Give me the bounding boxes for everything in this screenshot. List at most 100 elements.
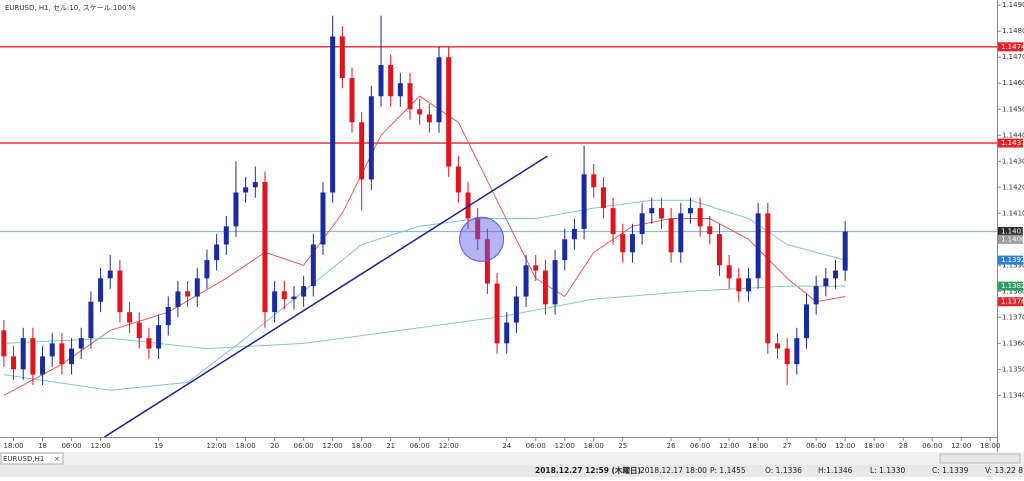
- candle-body: [484, 239, 490, 284]
- candle-body: [194, 278, 200, 297]
- x-tick-label: 26: [667, 442, 676, 450]
- candle-body: [349, 78, 355, 123]
- price-label-box: [998, 255, 1023, 265]
- candle-body: [146, 338, 152, 349]
- y-tick-label: 1.1390: [1002, 261, 1024, 269]
- tab-close[interactable]: ×: [54, 455, 60, 463]
- x-tick-label: 18:00: [236, 442, 256, 450]
- candle-body: [504, 322, 510, 344]
- candle-body: [475, 218, 481, 240]
- candle-body: [388, 65, 394, 97]
- chart-title: EURUSD, H1, セル:10, スケール:100 %: [5, 4, 136, 12]
- candle-body: [542, 270, 548, 305]
- x-tick-label: 18:00: [980, 442, 1000, 450]
- highlight-circle: [459, 216, 505, 262]
- y-tick-label: 1.1420: [1002, 183, 1024, 191]
- candle-body: [426, 114, 432, 123]
- candle-body: [136, 322, 142, 339]
- candle-body: [1, 330, 7, 357]
- candle-body: [368, 96, 374, 180]
- x-tick-label: 20: [270, 442, 279, 450]
- candle-body: [842, 231, 848, 271]
- candle-body: [639, 213, 645, 235]
- candle-body: [397, 83, 403, 97]
- x-tick-label: 06:00: [922, 442, 942, 450]
- candle-body: [233, 192, 239, 227]
- status-text: 2018.12.27 12:59 (木曜日): [535, 465, 641, 475]
- status-bar: [0, 465, 1024, 477]
- status-text: L: 1.1330: [870, 466, 906, 475]
- x-tick-label: 18:00: [352, 442, 372, 450]
- x-tick-label: 28: [899, 442, 908, 450]
- candle-body: [620, 234, 626, 253]
- candle-body: [98, 278, 104, 302]
- candle-body: [272, 291, 278, 313]
- scrollbar[interactable]: [939, 453, 1021, 464]
- x-tick-label: 06:00: [806, 442, 826, 450]
- y-tick-label: 1.1360: [1002, 339, 1024, 347]
- y-tick-label: 1.1340: [1002, 391, 1024, 399]
- candle-body: [127, 312, 133, 323]
- candle-body: [513, 296, 519, 323]
- candle-body: [436, 57, 442, 123]
- candle-body: [291, 296, 297, 300]
- price-label: 1.1403: [1001, 228, 1024, 236]
- candle-body: [11, 356, 17, 370]
- candle-body: [687, 208, 693, 214]
- x-tick-label: 12:00: [439, 442, 459, 450]
- candle-body: [716, 234, 722, 266]
- status-text: V: 13.22 8: [985, 466, 1023, 475]
- candle-body: [165, 306, 171, 326]
- candle-body: [262, 182, 268, 313]
- x-tick-label: 12:00: [719, 442, 739, 450]
- y-tick-label: 1.1380: [1002, 287, 1024, 295]
- candle-body: [600, 187, 606, 209]
- price-label-box: [998, 227, 1023, 237]
- y-tick-label: 1.1460: [1002, 79, 1024, 87]
- status-text: 2018.12.17 18:00: [640, 466, 707, 475]
- candle-body: [658, 208, 664, 219]
- y-tick-label: 1.1430: [1002, 157, 1024, 165]
- tab-label[interactable]: EURUSD,H1: [3, 455, 44, 463]
- candle-body: [156, 325, 162, 349]
- candle-body: [591, 174, 597, 188]
- candle-body: [629, 234, 635, 253]
- candle-body: [59, 343, 65, 365]
- candle-body: [78, 338, 84, 349]
- candle-body: [20, 338, 26, 370]
- candle-body: [494, 283, 500, 344]
- candle-body: [833, 270, 839, 279]
- price-label-box: [998, 297, 1023, 307]
- candle-body: [378, 65, 384, 97]
- candle-body: [330, 36, 336, 193]
- candle-body: [803, 304, 809, 339]
- y-tick-label: 1.1490: [1002, 1, 1024, 9]
- candle-body: [320, 192, 326, 245]
- candle-body: [117, 270, 123, 313]
- candle-body: [204, 260, 210, 279]
- candle-body: [359, 122, 365, 180]
- x-tick-label: 18:00: [864, 442, 884, 450]
- y-tick-label: 1.1370: [1002, 313, 1024, 321]
- candle-body: [552, 260, 558, 305]
- candle-body: [214, 244, 220, 261]
- candle-body: [243, 187, 249, 193]
- price-label-box: [998, 234, 1023, 244]
- candle-body: [765, 213, 771, 344]
- candle-body: [726, 265, 732, 279]
- x-tick-label: 18:00: [748, 442, 768, 450]
- candle-body: [107, 270, 113, 279]
- candle-body: [30, 338, 36, 375]
- x-tick-label: 06:00: [61, 442, 81, 450]
- x-tick-label: 25: [618, 442, 627, 450]
- y-tick-label: 1.1480: [1002, 27, 1024, 35]
- x-tick-label: 06:00: [526, 442, 546, 450]
- price-label: 1.1400: [1001, 235, 1024, 243]
- tab[interactable]: [0, 452, 64, 465]
- x-tick-label: 12:00: [207, 442, 227, 450]
- candle-body: [252, 182, 258, 188]
- candle-body: [794, 338, 800, 365]
- candle-body: [581, 174, 587, 229]
- x-tick-label: 19: [154, 442, 163, 450]
- trendline: [104, 155, 548, 438]
